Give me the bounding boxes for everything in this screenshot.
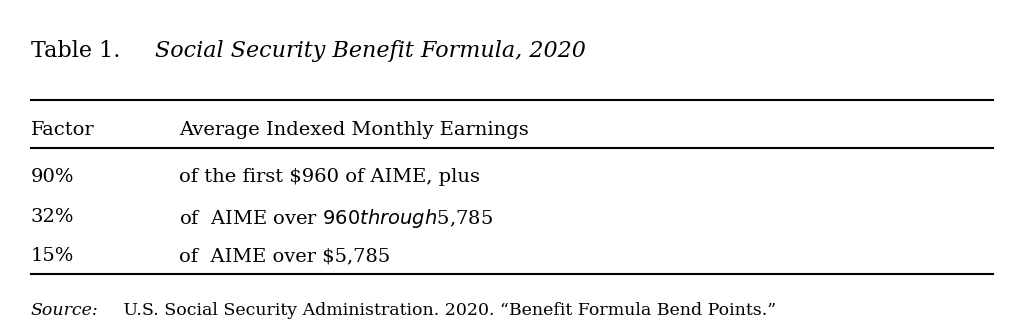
Text: of  AIME over $5,785: of AIME over $5,785 [179,247,390,265]
Text: 15%: 15% [31,247,74,265]
Text: Table 1.: Table 1. [31,40,127,62]
Text: Average Indexed Monthly Earnings: Average Indexed Monthly Earnings [179,121,529,139]
Text: Social Security Benefit Formula, 2020: Social Security Benefit Formula, 2020 [156,40,586,62]
Text: Factor: Factor [31,121,94,139]
Text: Source:: Source: [31,302,98,319]
Text: U.S. Social Security Administration. 2020. “Benefit Formula Bend Points.”: U.S. Social Security Administration. 202… [118,302,776,319]
Text: 32%: 32% [31,208,74,225]
Text: of the first $960 of AIME, plus: of the first $960 of AIME, plus [179,168,480,186]
Text: 90%: 90% [31,168,74,186]
Text: of  AIME over $960 through $5,785: of AIME over $960 through $5,785 [179,208,494,230]
